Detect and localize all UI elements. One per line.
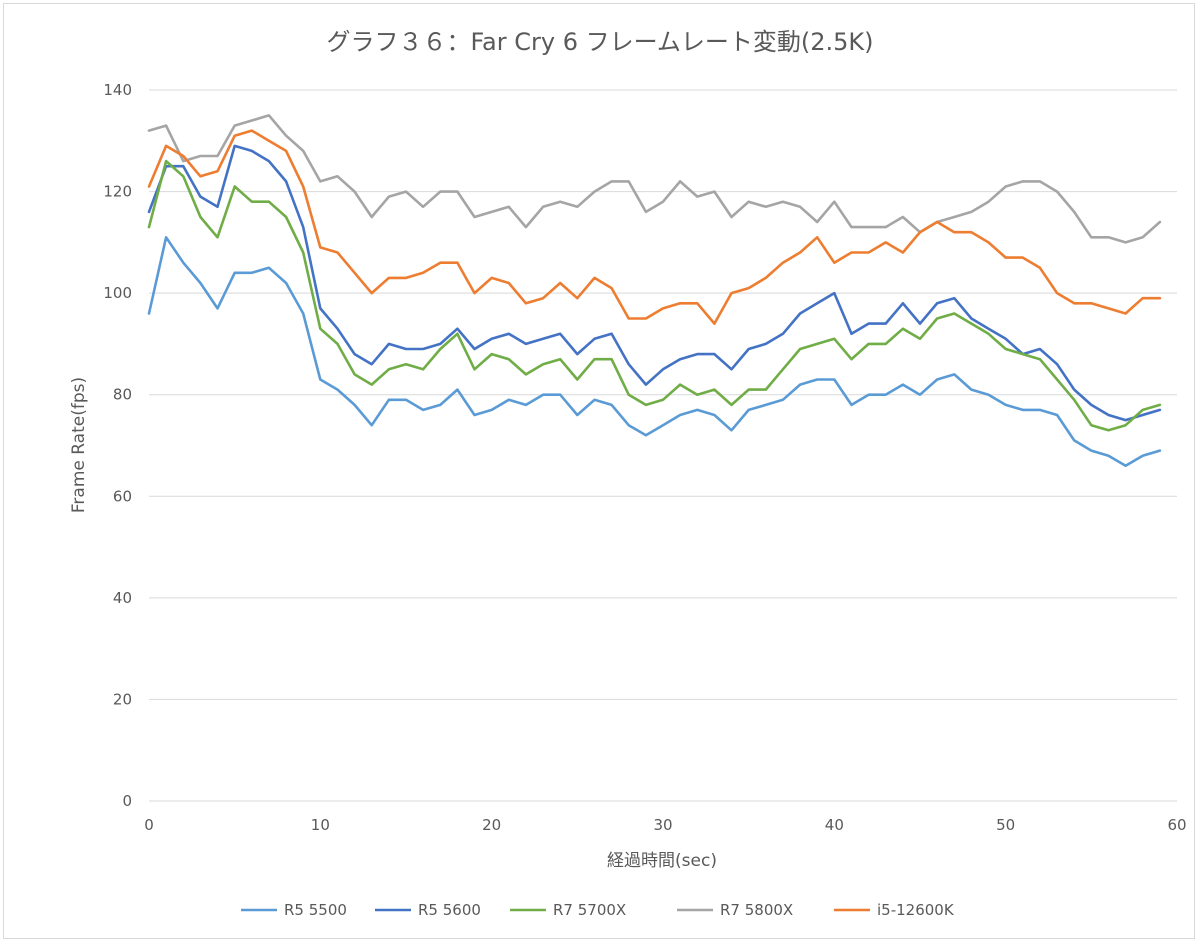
legend-label-i5-12600k: i5-12600K [877,901,955,919]
grid-lines [149,89,1177,802]
y-tick-100: 100 [103,284,132,302]
x-tick-10: 10 [311,816,330,834]
x-tick-labels: 0 10 20 30 40 50 60 [144,816,1186,834]
legend-label-r7-5800x: R7 5800X [720,901,793,919]
x-tick-40: 40 [825,816,844,834]
chart-frame [3,3,1195,939]
x-tick-0: 0 [144,816,154,834]
y-tick-140: 140 [103,81,132,99]
legend: R5 5500 R5 5600 R7 5700X R7 5800X i5-12600K [241,901,955,919]
legend-label-r5-5500: R5 5500 [284,901,347,919]
y-axis-title: Frame Rate(fps) [69,377,89,513]
series-line-r7-5800x [147,114,1162,244]
x-axis-title: 経過時間(sec) [607,851,717,871]
series-line-i5-12600k [147,129,1162,325]
y-tick-0: 0 [122,792,132,810]
x-tick-60: 60 [1167,816,1186,834]
legend-label-r5-5600: R5 5600 [418,901,481,919]
y-tick-120: 120 [103,183,132,201]
y-tick-60: 60 [113,487,132,505]
series-lines [147,114,1162,468]
x-tick-30: 30 [653,816,672,834]
series-line-r5-5600 [147,144,1162,422]
series-line-r5-5500 [147,236,1162,468]
chart-title: グラフ３６：Far Cry 6 フレームレート変動(2.5K) [326,28,874,56]
y-tick-20: 20 [113,690,132,708]
y-tick-labels: 0 20 40 60 80 100 120 140 [103,81,132,810]
y-tick-80: 80 [113,386,132,404]
x-tick-50: 50 [996,816,1015,834]
legend-label-r7-5700x: R7 5700X [553,901,626,919]
x-tick-20: 20 [482,816,501,834]
y-tick-40: 40 [113,589,132,607]
series-line-r7-5700x [147,159,1162,432]
